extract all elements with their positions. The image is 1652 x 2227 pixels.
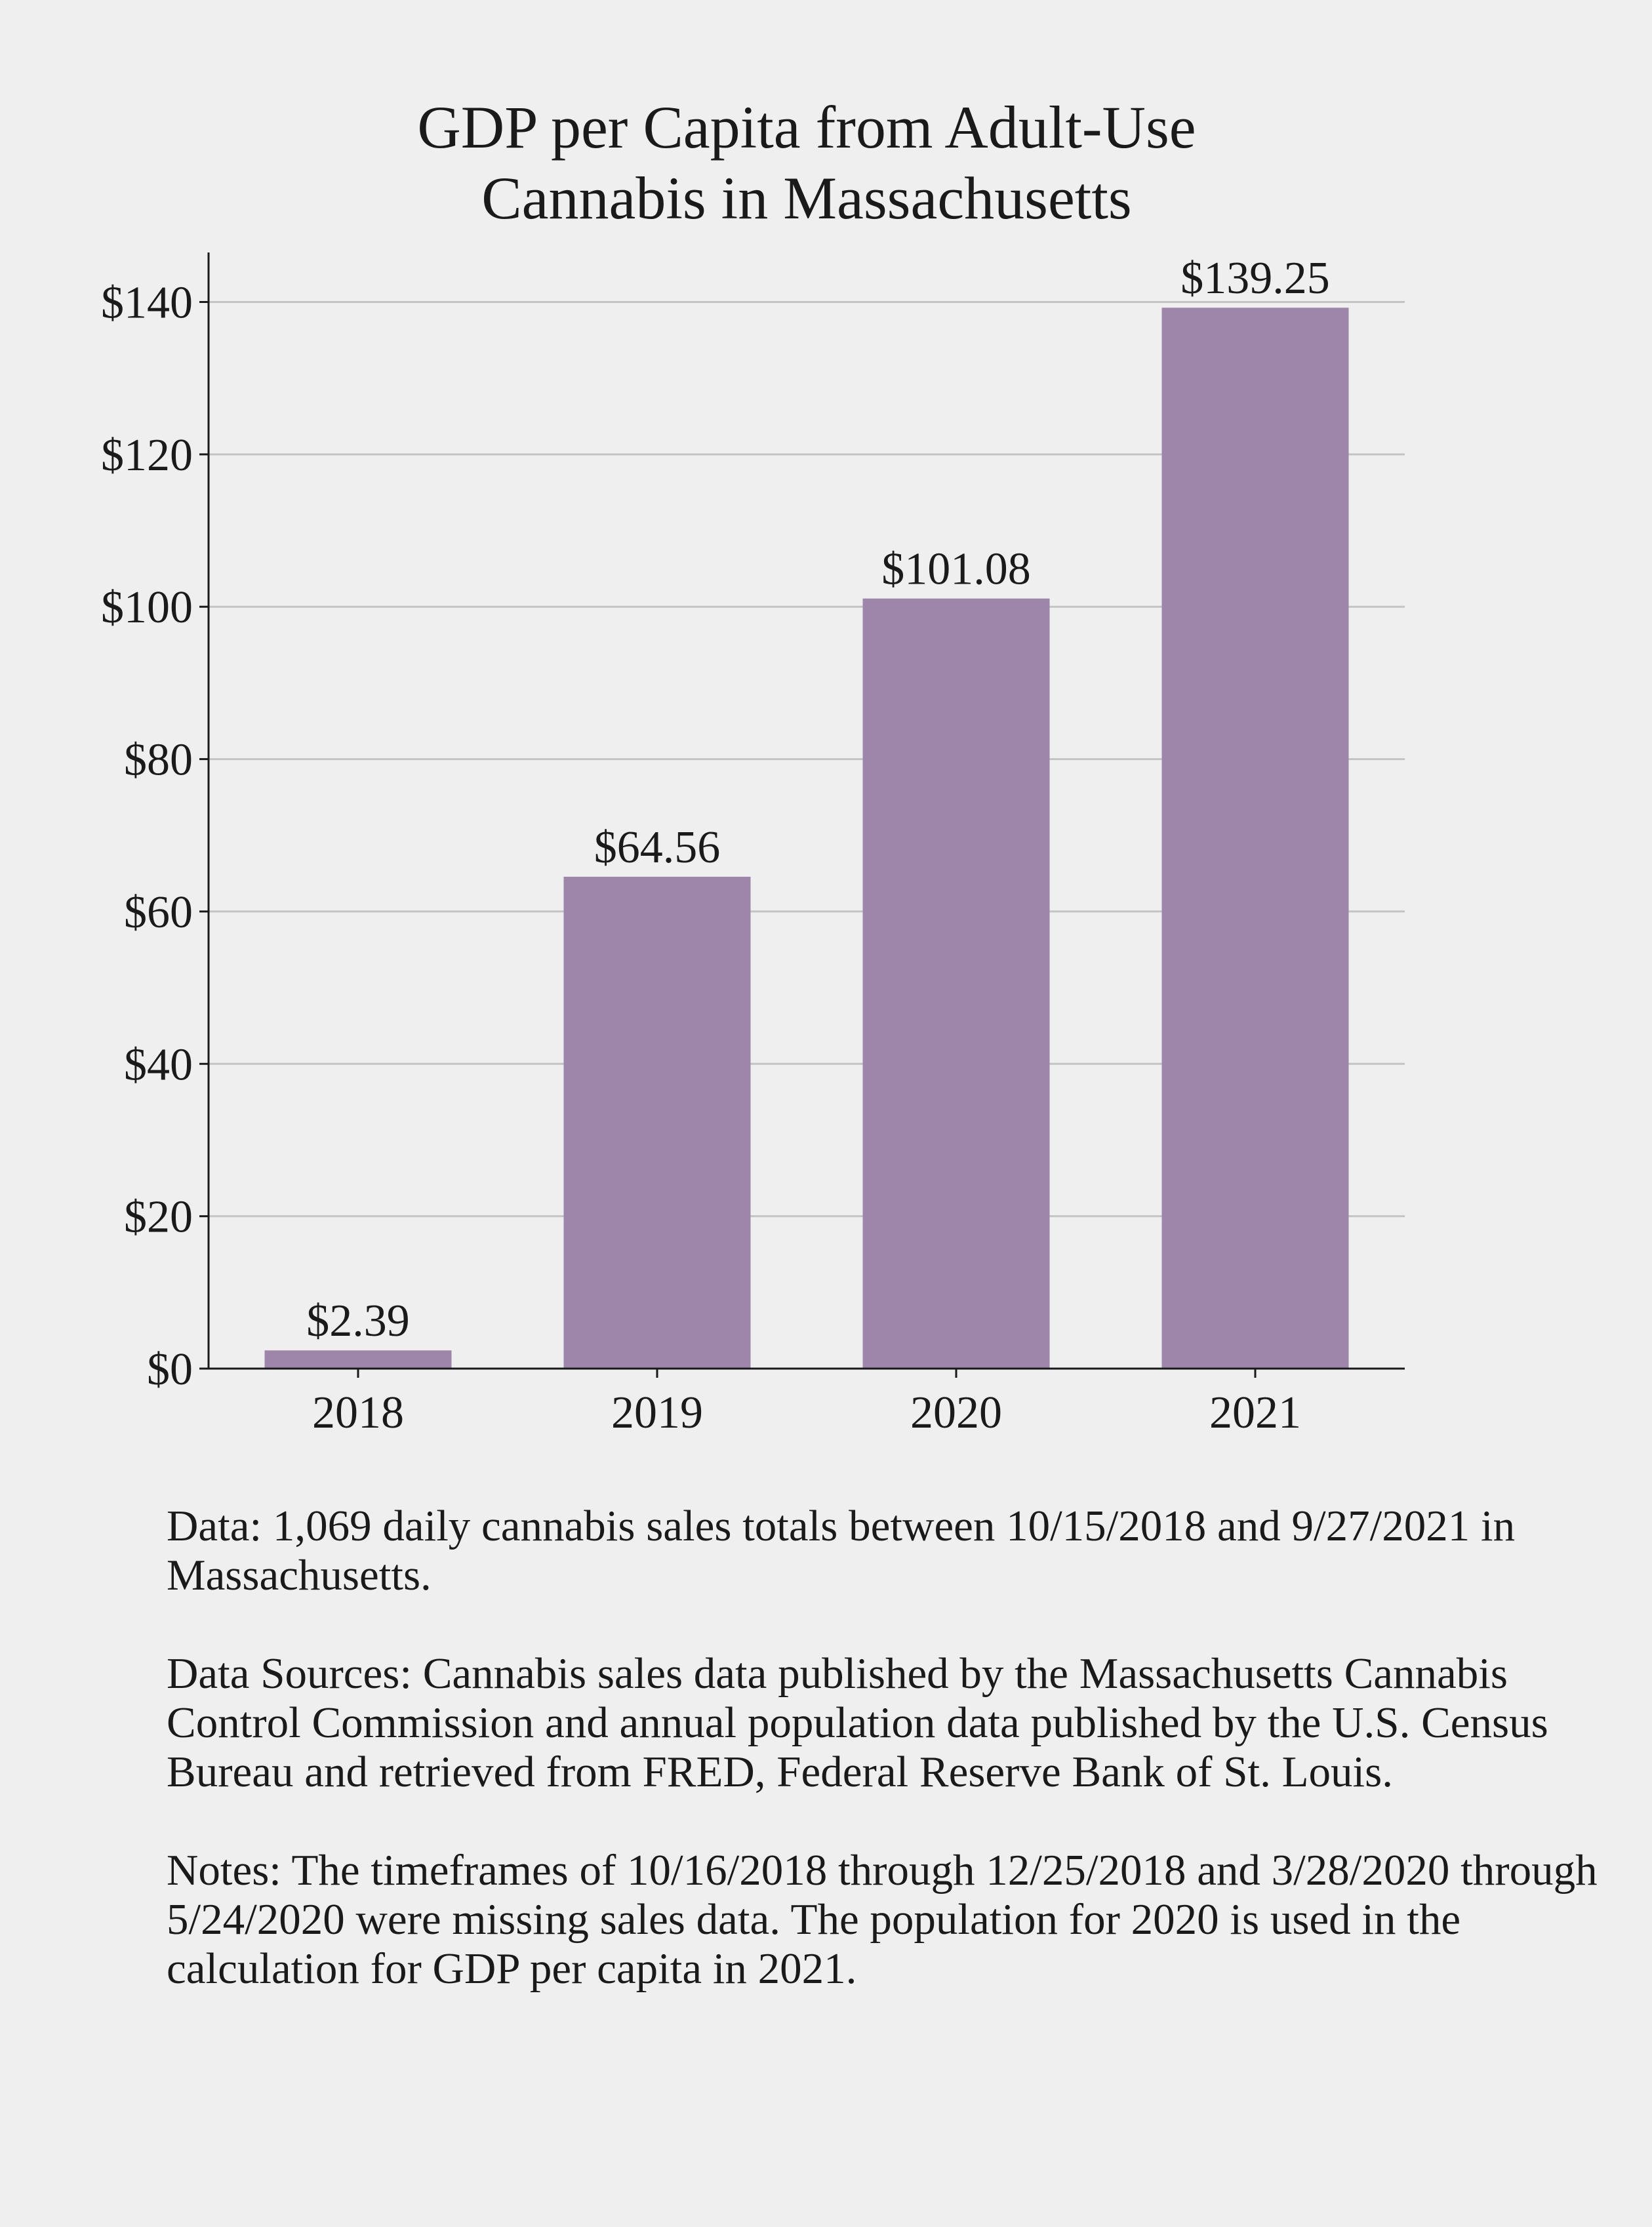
y-tick-label: $40	[124, 1039, 193, 1090]
y-tick-label: $120	[101, 430, 193, 481]
y-tick-label: $60	[124, 887, 193, 938]
bar-value-label: $139.25	[1180, 253, 1330, 304]
chart-title: GDP per Capita from Adult-Use Cannabis i…	[0, 92, 1613, 233]
axes	[199, 252, 1405, 1378]
y-tick-label: $140	[101, 278, 193, 329]
x-tick-label: 2019	[611, 1388, 703, 1438]
notes-section: Data: 1,069 daily cannabis sales totals …	[167, 1502, 1629, 2043]
x-tick-label: 2021	[1209, 1388, 1301, 1438]
chart-title-line-2: Cannabis in Massachusetts	[481, 165, 1132, 231]
labels: $0 $20 $40 $60 $80 $100 $120 $140 $2.39 2018 $64.5…	[101, 253, 1330, 1438]
bar-2021	[1161, 308, 1349, 1369]
chart-title-line-1: GDP per Capita from Adult-Use	[417, 94, 1196, 161]
y-tick-label: $80	[124, 735, 193, 786]
data-note: Data: 1,069 daily cannabis sales totals …	[167, 1502, 1516, 1599]
bar-2020	[862, 598, 1050, 1369]
bar-value-label: $2.39	[306, 1296, 410, 1346]
bar-chart: $0 $20 $40 $60 $80 $100 $120 $140 $2.39 2018 $64.5…	[101, 252, 1405, 1438]
bar-value-label: $64.56	[594, 822, 721, 873]
data-sources-note: Data Sources: Cannabis sales data publis…	[167, 1649, 1548, 1796]
y-tick-label: $100	[101, 582, 193, 633]
x-tick-label: 2018	[312, 1388, 404, 1438]
bar-2019	[563, 876, 751, 1369]
bar-value-label: $101.08	[881, 544, 1031, 595]
bar-2018	[264, 1350, 452, 1369]
y-tick-label: $0	[147, 1344, 193, 1395]
notes-note: Notes: The timeframes of 10/16/2018 thro…	[167, 1846, 1598, 1993]
y-tick-label: $20	[124, 1192, 193, 1243]
x-tick-label: 2020	[910, 1388, 1002, 1438]
bars	[264, 308, 1349, 1369]
